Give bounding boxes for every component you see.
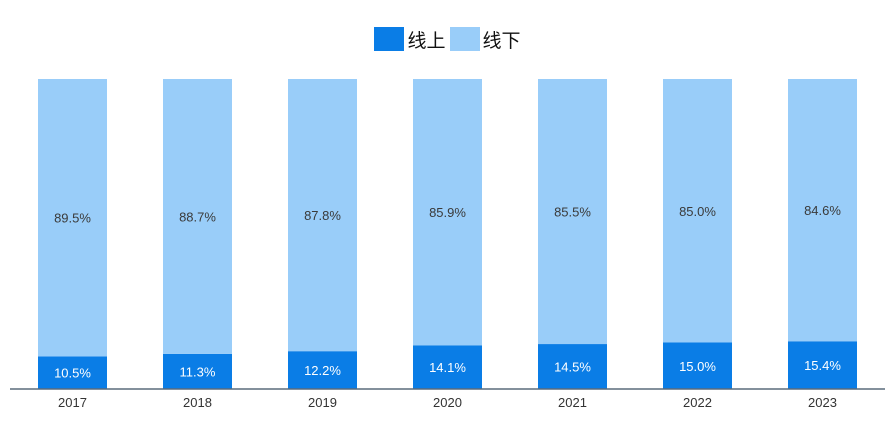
bar-offline-2022 [663,79,732,343]
x-tick-label-2018: 2018 [183,395,212,410]
legend-label-online: 线上 [407,29,446,52]
data-label-offline-2018: 88.7% [179,209,216,224]
bar-online-2022 [663,342,732,389]
legend-swatch-online [374,27,405,51]
data-label-online-2021: 14.5% [554,360,591,375]
x-tick-label-2017: 2017 [58,395,87,410]
x-tick-label-2019: 2019 [308,395,337,410]
data-label-online-2020: 14.1% [429,360,466,375]
data-label-online-2023: 15.4% [804,358,841,373]
data-label-offline-2020: 85.9% [429,205,466,220]
data-label-online-2017: 10.5% [54,366,91,381]
bar-online-2018 [163,353,232,389]
x-tick-label-2023: 2023 [808,395,837,410]
x-tick-label-2020: 2020 [433,395,462,410]
bar-offline-2017 [38,79,107,357]
legend-label-offline: 线下 [482,29,521,52]
bar-offline-2023 [788,79,857,342]
bar-online-2021 [538,344,607,389]
data-label-offline-2021: 85.5% [554,205,591,220]
bar-online-2023 [788,341,857,389]
bar-online-2019 [288,351,357,389]
bar-offline-2019 [288,79,357,352]
data-label-offline-2019: 87.8% [304,208,341,223]
x-tick-label-2022: 2022 [683,395,712,410]
legend-item-online: 线上 [374,26,446,53]
data-label-offline-2022: 85.0% [679,204,716,219]
data-label-online-2022: 15.0% [679,359,716,374]
legend-swatch-offline [449,27,480,51]
bar-offline-2020 [413,79,482,346]
data-label-online-2018: 11.3% [180,364,216,379]
bar-online-2020 [413,345,482,389]
legend: 线上 线下 [0,26,895,52]
bar-online-2017 [38,356,107,389]
bar-offline-2021 [538,79,607,345]
data-label-offline-2017: 89.5% [54,211,91,226]
legend-item-offline: 线下 [449,26,521,53]
bar-offline-2018 [163,79,232,354]
x-tick-label-2021: 2021 [558,395,587,410]
data-label-offline-2023: 84.6% [804,203,841,218]
data-label-online-2019: 12.2% [304,363,341,378]
